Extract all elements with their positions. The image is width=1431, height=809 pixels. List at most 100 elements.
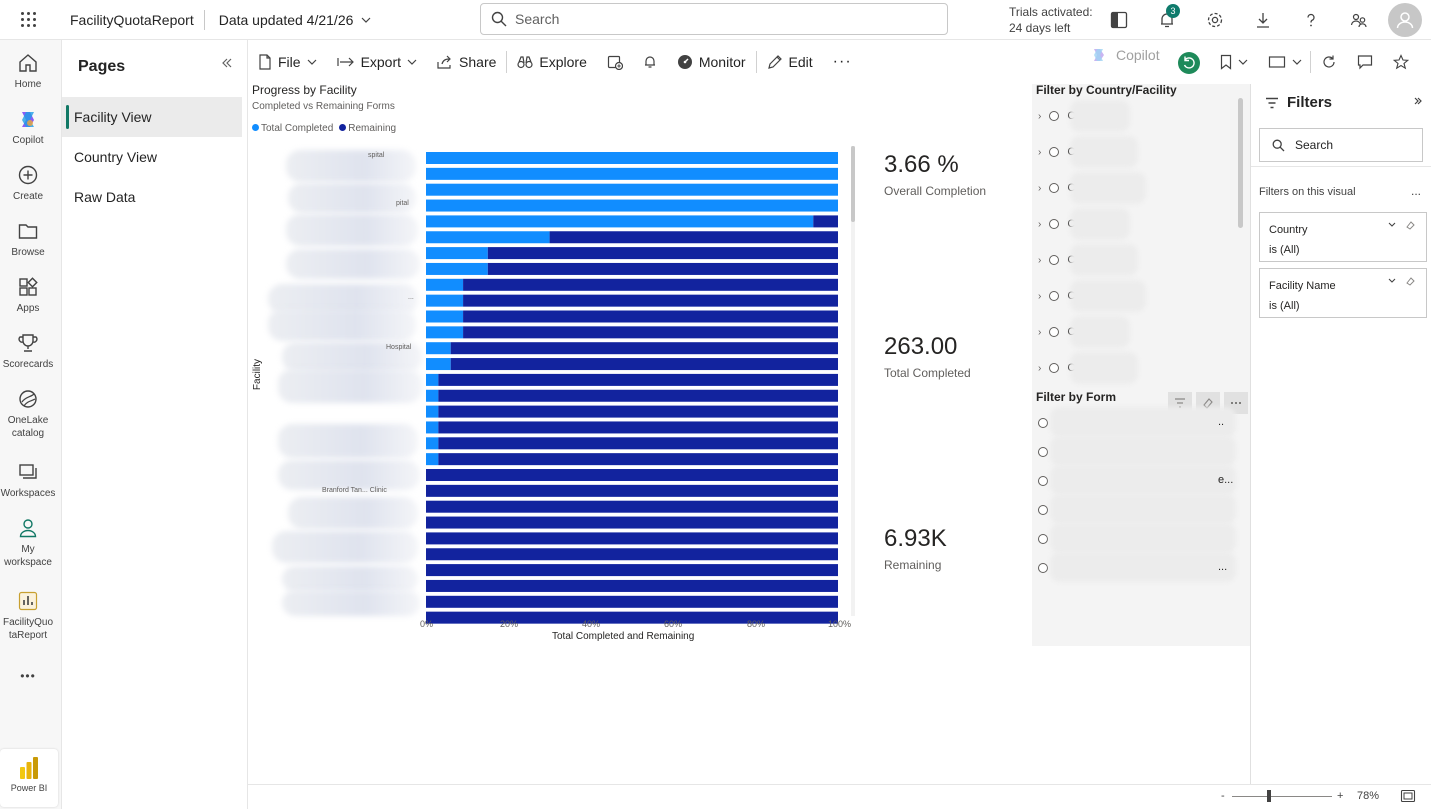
chevron-right-icon[interactable]: ›	[1038, 254, 1042, 266]
bar-segment-completed[interactable]	[426, 453, 439, 466]
bar-segment-completed[interactable]	[426, 294, 464, 307]
stacked-bar-chart[interactable]	[418, 146, 858, 624]
comments-button[interactable]	[1347, 46, 1383, 78]
radio-button[interactable]	[1049, 291, 1060, 301]
export-menu-button[interactable]: Export	[327, 46, 427, 78]
notifications-button[interactable]: 3	[1143, 0, 1191, 40]
bar-segment-completed[interactable]	[426, 183, 838, 196]
bar-segment-remaining[interactable]	[426, 500, 838, 513]
bar-segment-completed[interactable]	[426, 262, 488, 275]
monitor-button[interactable]: Monitor	[667, 46, 756, 78]
collapse-pages-button[interactable]	[221, 56, 233, 72]
share-button[interactable]: Share	[427, 46, 506, 78]
bar-segment-remaining[interactable]	[426, 469, 838, 481]
bar-segment-completed[interactable]	[426, 231, 550, 244]
bar-segment-completed[interactable]	[426, 342, 451, 355]
form-slicer-item[interactable]	[1038, 471, 1056, 491]
alert-button[interactable]	[633, 46, 667, 78]
zoom-slider-track[interactable]	[1232, 796, 1332, 797]
bar-segment-completed[interactable]	[426, 167, 838, 180]
nav-facilityquotareport[interactable]: FacilityQuotaReport	[0, 590, 56, 642]
bar-segment-completed[interactable]	[426, 389, 439, 402]
chevron-right-icon[interactable]: ›	[1038, 218, 1042, 230]
chevron-right-icon[interactable]: ›	[1038, 182, 1042, 194]
toggle-pane-button[interactable]	[1095, 0, 1143, 40]
explore-button[interactable]: Explore	[507, 46, 596, 78]
global-search-input[interactable]: Search	[480, 3, 948, 35]
chevron-right-icon[interactable]: ›	[1038, 326, 1042, 338]
chevron-right-icon[interactable]: ›	[1038, 110, 1042, 122]
bar-segment-completed[interactable]	[426, 326, 464, 339]
power-bi-switcher[interactable]: Power BI	[0, 749, 58, 807]
radio-button[interactable]	[1049, 327, 1060, 337]
nav-browse[interactable]: Browse	[0, 220, 56, 259]
radio-button[interactable]	[1038, 476, 1048, 486]
bar-segment-completed[interactable]	[426, 278, 464, 291]
chevron-right-icon[interactable]: ›	[1038, 362, 1042, 374]
chevron-right-icon[interactable]: ›	[1038, 290, 1042, 302]
radio-button[interactable]	[1049, 183, 1060, 193]
bar-segment-remaining[interactable]	[426, 484, 838, 497]
filter-card-facility-name[interactable]: Facility Name is (All)	[1259, 268, 1427, 318]
bar-segment-remaining[interactable]	[426, 579, 838, 592]
file-menu-button[interactable]: File	[248, 46, 327, 78]
bar-segment-completed[interactable]	[426, 358, 451, 371]
refresh-indicator-button[interactable]	[1178, 52, 1200, 74]
zoom-out-button[interactable]: -	[1221, 790, 1225, 802]
bar-segment-remaining[interactable]	[426, 611, 838, 624]
nav-onelake-catalog[interactable]: OneLake catalog	[0, 388, 56, 440]
filters-more-button[interactable]: ...	[1410, 184, 1421, 198]
bar-segment-completed[interactable]	[426, 437, 439, 450]
bar-segment-remaining[interactable]	[438, 373, 838, 386]
bar-segment-remaining[interactable]	[426, 564, 838, 577]
bar-segment-completed[interactable]	[426, 152, 838, 164]
help-button[interactable]	[1287, 0, 1335, 40]
bar-segment-completed[interactable]	[426, 405, 439, 418]
radio-button[interactable]	[1049, 111, 1060, 121]
bar-segment-completed[interactable]	[426, 310, 464, 323]
nav-scorecards[interactable]: Scorecards	[0, 332, 56, 371]
chart-legend[interactable]: Total Completed Remaining	[252, 123, 396, 134]
chart-scrollbar-track[interactable]	[851, 146, 855, 616]
bar-segment-remaining[interactable]	[487, 247, 838, 260]
nav-my-workspace[interactable]: My workspace	[0, 517, 56, 569]
bar-segment-remaining[interactable]	[426, 548, 838, 561]
account-button[interactable]	[1383, 0, 1431, 40]
favorite-button[interactable]	[1383, 46, 1419, 78]
legend-item-remaining[interactable]: Remaining	[339, 123, 396, 134]
data-updated-dropdown[interactable]: Data updated 4/21/26	[219, 12, 372, 28]
form-slicer-item[interactable]	[1038, 442, 1056, 462]
bar-segment-remaining[interactable]	[463, 326, 838, 339]
view-button[interactable]	[1254, 46, 1310, 78]
page-country-view[interactable]: Country View	[74, 149, 158, 165]
bar-segment-remaining[interactable]	[463, 294, 838, 307]
radio-button[interactable]	[1038, 563, 1048, 573]
settings-button[interactable]	[1191, 0, 1239, 40]
bar-segment-completed[interactable]	[426, 247, 488, 260]
filter-card-country[interactable]: Country is (All)	[1259, 212, 1427, 262]
bookmark-button[interactable]	[1210, 46, 1254, 78]
bar-segment-remaining[interactable]	[438, 437, 838, 450]
radio-button[interactable]	[1038, 447, 1048, 457]
radio-button[interactable]	[1049, 219, 1060, 229]
nav-create[interactable]: Create	[0, 164, 56, 203]
nav-apps[interactable]: Apps	[0, 276, 56, 315]
bar-segment-remaining[interactable]	[450, 358, 838, 371]
bar-segment-remaining[interactable]	[463, 310, 838, 323]
radio-button[interactable]	[1049, 363, 1060, 373]
nav-copilot[interactable]: Copilot	[0, 108, 56, 147]
more-options-button[interactable]: ···	[832, 53, 852, 70]
legend-item-completed[interactable]: Total Completed	[252, 123, 333, 134]
bar-segment-completed[interactable]	[426, 199, 838, 212]
bar-segment-remaining[interactable]	[438, 405, 838, 418]
bar-segment-remaining[interactable]	[813, 215, 838, 228]
chart-scrollbar-thumb[interactable]	[851, 146, 855, 222]
bar-segment-remaining[interactable]	[426, 516, 838, 529]
refresh-button[interactable]	[1311, 46, 1347, 78]
bar-segment-completed[interactable]	[426, 373, 439, 386]
report-name[interactable]: FacilityQuotaReport	[70, 11, 194, 28]
filters-search-input[interactable]: Search	[1259, 128, 1423, 162]
radio-button[interactable]	[1038, 505, 1048, 515]
radio-button[interactable]	[1049, 147, 1060, 157]
app-launcher-button[interactable]	[0, 0, 56, 40]
